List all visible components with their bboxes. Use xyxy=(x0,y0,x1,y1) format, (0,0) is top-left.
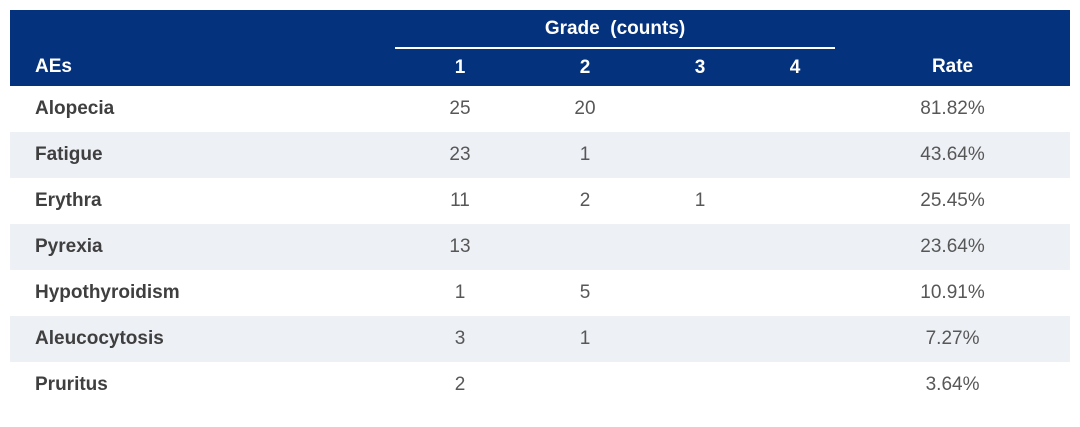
grade-3-column-header: 3 xyxy=(645,48,755,86)
grade-1-count-cell: 1 xyxy=(454,282,466,303)
grade-4-count-cell xyxy=(755,178,835,224)
grade-2-count-cell: 20 xyxy=(574,98,596,119)
grade-4-count-cell xyxy=(755,132,835,178)
rate-cell: 81.82% xyxy=(920,98,985,119)
table-row: Fatigue 23 1 43.64% xyxy=(10,132,1071,178)
grade-group-header: Grade (counts) xyxy=(395,10,836,49)
table-row: Hypothyroidism 1 5 10.91% xyxy=(10,270,1071,316)
table-body: Alopecia 25 20 81.82% Fatigue 23 1 43.64… xyxy=(10,86,1071,408)
grade-1-count-cell: 3 xyxy=(454,328,466,349)
grade-3-count-cell xyxy=(645,224,755,270)
header-spacer-left xyxy=(10,10,395,48)
aes-column-header: AEs xyxy=(10,48,395,86)
grade-2-count-cell xyxy=(525,362,645,408)
grade-3-count-cell xyxy=(645,270,755,316)
header-spacer-right xyxy=(835,10,1071,48)
table-row: Aleucocytosis 3 1 7.27% xyxy=(10,316,1071,362)
grade-4-count-cell xyxy=(755,362,835,408)
rate-cell: 23.64% xyxy=(920,236,985,257)
rate-cell: 3.64% xyxy=(925,374,980,395)
rate-cell: 7.27% xyxy=(925,328,980,349)
grade-group-row: Grade (counts) xyxy=(10,10,1071,49)
grade-2-count-cell: 1 xyxy=(579,328,591,349)
ae-name-cell: Erythra xyxy=(35,190,102,211)
grade-4-count-cell xyxy=(755,270,835,316)
rate-cell: 25.45% xyxy=(920,190,985,211)
table-row: Pruritus 2 3.64% xyxy=(10,362,1071,408)
grade-4-count-cell xyxy=(755,224,835,270)
adverse-events-table: Grade (counts) AEs 1 2 3 4 Rate Alopecia… xyxy=(10,10,1071,408)
ae-name-cell: Alopecia xyxy=(35,98,115,119)
grade-1-count-cell: 25 xyxy=(449,98,471,119)
grade-4-count-cell xyxy=(755,86,835,132)
grade-2-column-header: 2 xyxy=(525,48,645,86)
grade-4-column-header: 4 xyxy=(755,48,836,86)
ae-name-cell: Fatigue xyxy=(35,144,103,165)
grade-1-count-cell: 11 xyxy=(450,190,470,211)
grade-1-column-header: 1 xyxy=(395,48,525,86)
grade-1-count-cell: 13 xyxy=(449,236,471,257)
grade-3-count-cell xyxy=(645,316,755,362)
grade-3-count-cell: 1 xyxy=(694,190,706,211)
table-row: Alopecia 25 20 81.82% xyxy=(10,86,1071,132)
grade-1-count-cell: 23 xyxy=(449,144,471,165)
grade-2-count-cell xyxy=(525,224,645,270)
column-header-row: AEs 1 2 3 4 Rate xyxy=(10,48,1071,86)
grade-1-count-cell: 2 xyxy=(454,374,466,395)
grade-3-count-cell xyxy=(645,86,755,132)
grade-2-count-cell: 2 xyxy=(579,190,591,211)
ae-name-cell: Aleucocytosis xyxy=(35,328,164,349)
grade-4-count-cell xyxy=(755,316,835,362)
ae-name-cell: Hypothyroidism xyxy=(35,282,180,303)
grade-2-count-cell: 1 xyxy=(579,144,591,165)
ae-name-cell: Pruritus xyxy=(35,374,108,395)
grade-3-count-cell xyxy=(645,132,755,178)
rate-cell: 43.64% xyxy=(920,144,985,165)
table-header: Grade (counts) AEs 1 2 3 4 Rate xyxy=(10,10,1071,86)
table-row: Erythra 11 2 1 25.45% xyxy=(10,178,1071,224)
rate-column-header: Rate xyxy=(835,48,1071,86)
table-row: Pyrexia 13 23.64% xyxy=(10,224,1071,270)
ae-name-cell: Pyrexia xyxy=(35,236,103,257)
rate-cell: 10.91% xyxy=(920,282,985,303)
grade-2-count-cell: 5 xyxy=(579,282,591,303)
grade-3-count-cell xyxy=(645,362,755,408)
